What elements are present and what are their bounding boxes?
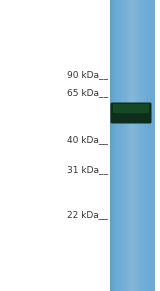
Bar (117, 0, 148, 291)
Bar (114, 0, 115, 291)
Text: 90 kDa__: 90 kDa__ (67, 70, 108, 79)
Bar (113, 0, 114, 291)
Bar (124, 0, 141, 291)
FancyBboxPatch shape (113, 104, 149, 113)
Bar (111, 0, 112, 291)
Text: 22 kDa__: 22 kDa__ (67, 210, 108, 219)
Text: 40 kDa__: 40 kDa__ (67, 136, 108, 145)
Bar (119, 0, 146, 291)
Bar (130, 0, 135, 291)
Bar (112, 0, 113, 291)
Bar (110, 0, 155, 291)
FancyBboxPatch shape (111, 102, 152, 123)
Bar (121, 0, 144, 291)
Text: 31 kDa__: 31 kDa__ (67, 166, 108, 175)
Bar (112, 0, 153, 291)
Text: 65 kDa__: 65 kDa__ (67, 88, 108, 97)
Bar (110, 0, 111, 291)
Bar (128, 0, 137, 291)
Bar (115, 0, 151, 291)
Bar (126, 0, 139, 291)
